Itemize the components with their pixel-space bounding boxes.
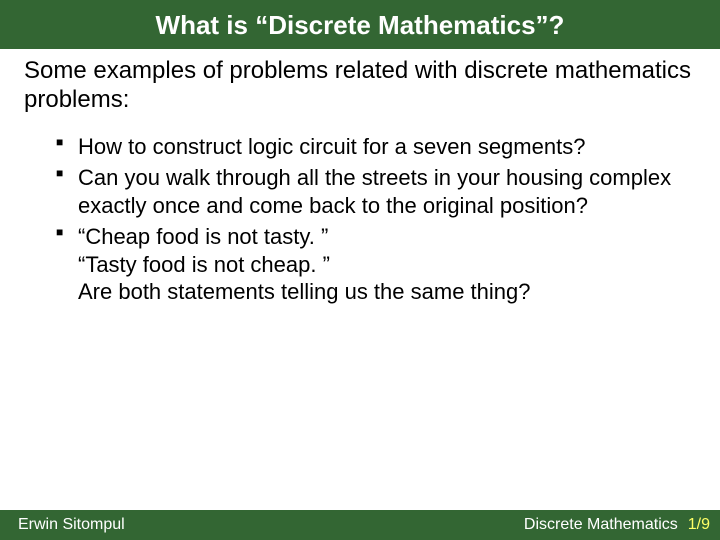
- footer-course: Discrete Mathematics: [524, 516, 678, 534]
- footer-right: Discrete Mathematics 1/9: [524, 516, 710, 534]
- footer-author: Erwin Sitompul: [18, 516, 125, 534]
- list-item: How to construct logic circuit for a sev…: [56, 133, 696, 161]
- list-item: “Cheap food is not tasty. ”“Tasty food i…: [56, 223, 696, 306]
- list-item: Can you walk through all the streets in …: [56, 164, 696, 219]
- bullet-text: How to construct logic circuit for a sev…: [78, 134, 585, 159]
- slide-body: Some examples of problems related with d…: [0, 49, 720, 510]
- bullet-text: Can you walk through all the streets in …: [78, 165, 671, 218]
- slide-header: What is “Discrete Mathematics”?: [0, 0, 720, 49]
- bullet-text: “Cheap food is not tasty. ”“Tasty food i…: [78, 224, 530, 304]
- slide-footer: Erwin Sitompul Discrete Mathematics 1/9: [0, 510, 720, 540]
- footer-page: 1/9: [688, 516, 710, 534]
- intro-text: Some examples of problems related with d…: [24, 57, 696, 115]
- slide: What is “Discrete Mathematics”? Some exa…: [0, 0, 720, 540]
- bullet-list: How to construct logic circuit for a sev…: [24, 133, 696, 306]
- slide-title: What is “Discrete Mathematics”?: [156, 10, 565, 40]
